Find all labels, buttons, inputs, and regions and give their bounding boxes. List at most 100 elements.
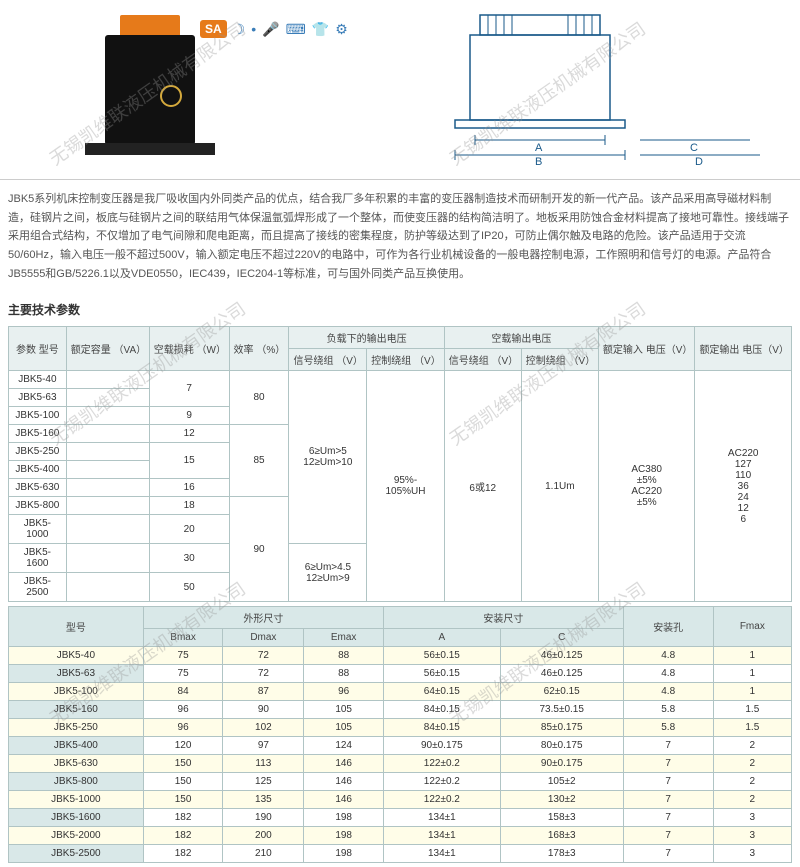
t2-cell: JBK5-1600 [9, 809, 144, 827]
photo-base [85, 143, 215, 155]
t1-model: JBK5-800 [9, 497, 67, 515]
t1-model: JBK5-160 [9, 425, 67, 443]
t2-cell: 7 [623, 845, 713, 863]
th-ctrl-wind-2: 控制绕组 （V） [521, 349, 598, 371]
th-signal-wind-1: 信号绕组 （V） [289, 349, 367, 371]
t2-cell: 146 [304, 773, 384, 791]
th2-install: 安装尺寸 [383, 607, 623, 629]
t1-loss: 50 [149, 573, 229, 602]
t1-loss: 12 [149, 425, 229, 443]
th-ctrl-wind-1: 控制绕组 （V） [367, 349, 444, 371]
t2-cell: 135 [223, 791, 304, 809]
t2-cell: 210 [223, 845, 304, 863]
th-rated-cap: 额定容量 （VA） [66, 327, 149, 371]
t2-cell: 72 [223, 647, 304, 665]
t1-loss: 30 [149, 544, 229, 573]
diagram-label-a: A [535, 142, 543, 154]
sa-badge: SA [200, 20, 227, 38]
t2-cell: 7 [623, 809, 713, 827]
t2-cell: 84±0.15 [383, 701, 500, 719]
section-title: 主要技术参数 [0, 293, 800, 322]
th-output-v: 额定输出 电压（V） [695, 327, 792, 371]
t2-cell: 134±1 [383, 809, 500, 827]
moon-icon[interactable]: ☽ [233, 21, 246, 38]
t1-model: JBK5-400 [9, 461, 67, 479]
t1-model: JBK5-1000 [9, 515, 67, 544]
t2-cell: 182 [143, 809, 223, 827]
t2-cell: 64±0.15 [383, 683, 500, 701]
th2-fmax: Fmax [713, 607, 791, 647]
t2-cell: 2 [713, 737, 791, 755]
t1-loss: 9 [149, 407, 229, 425]
t2-cell: 1.5 [713, 719, 791, 737]
t1-cap [66, 443, 149, 461]
t2-cell: 1 [713, 683, 791, 701]
t2-cell: 84±0.15 [383, 719, 500, 737]
diagram-label-d: D [695, 156, 703, 165]
t2-cell: JBK5-800 [9, 773, 144, 791]
t2-cell: 168±3 [500, 827, 623, 845]
t2-cell: 62±0.15 [500, 683, 623, 701]
t2-cell: JBK5-1000 [9, 791, 144, 809]
t2-cell: JBK5-630 [9, 755, 144, 773]
t2-cell: JBK5-100 [9, 683, 144, 701]
th2-c: C [500, 629, 623, 647]
mic-icon[interactable]: 🎤 [262, 21, 279, 38]
t1-output: AC220 127 110 36 24 12 6 [695, 371, 792, 602]
t2-cell: 90±0.175 [500, 755, 623, 773]
t2-cell: 4.8 [623, 665, 713, 683]
th2-emax: Emax [304, 629, 384, 647]
t1-loss: 15 [149, 443, 229, 479]
t1-cap [66, 461, 149, 479]
dot-icon[interactable]: • [251, 21, 256, 37]
t2-cell: 46±0.125 [500, 665, 623, 683]
t2-cell: 190 [223, 809, 304, 827]
t2-cell: 2 [713, 791, 791, 809]
t2-cell: 102 [223, 719, 304, 737]
t2-cell: 146 [304, 791, 384, 809]
t2-cell: 3 [713, 827, 791, 845]
t2-cell: 182 [143, 827, 223, 845]
t2-cell: JBK5-2500 [9, 845, 144, 863]
t2-cell: 122±0.2 [383, 755, 500, 773]
t2-cell: 4.8 [623, 683, 713, 701]
t1-eff: 90 [229, 497, 289, 602]
t2-cell: 5.8 [623, 719, 713, 737]
diagram-label-c: C [690, 142, 698, 154]
t1-sig-load2: 6≥Um>4.5 12≥Um>9 [289, 544, 367, 602]
t2-cell: 7 [623, 737, 713, 755]
t2-cell: JBK5-250 [9, 719, 144, 737]
th-efficiency: 效率 （%） [229, 327, 289, 371]
t2-cell: 7 [623, 755, 713, 773]
t2-cell: 1 [713, 665, 791, 683]
t2-cell: 84 [143, 683, 223, 701]
t2-cell: 105 [304, 701, 384, 719]
t2-cell: 7 [623, 773, 713, 791]
t2-cell: 105 [304, 719, 384, 737]
t2-cell: 75 [143, 665, 223, 683]
t2-cell: 3 [713, 845, 791, 863]
t1-cap [66, 407, 149, 425]
t2-cell: 134±1 [383, 827, 500, 845]
t2-cell: 122±0.2 [383, 791, 500, 809]
t2-cell: 158±3 [500, 809, 623, 827]
t2-cell: 178±3 [500, 845, 623, 863]
t2-cell: 85±0.175 [500, 719, 623, 737]
t2-cell: 90 [223, 701, 304, 719]
t1-model: JBK5-100 [9, 407, 67, 425]
t2-cell: JBK5-40 [9, 647, 144, 665]
t2-cell: 88 [304, 647, 384, 665]
t2-cell: 2 [713, 755, 791, 773]
t1-model: JBK5-630 [9, 479, 67, 497]
t2-cell: 90±0.175 [383, 737, 500, 755]
t2-cell: 7 [623, 791, 713, 809]
th-input-v: 额定输入 电压（V） [598, 327, 695, 371]
t2-cell: 124 [304, 737, 384, 755]
th2-a: A [383, 629, 500, 647]
th-noload-voltage: 空载输出电压 [444, 327, 598, 349]
t2-cell: 134±1 [383, 845, 500, 863]
t1-cap [66, 389, 149, 407]
t2-cell: 46±0.125 [500, 647, 623, 665]
t2-cell: 198 [304, 809, 384, 827]
keyboard-icon[interactable]: ⌨ [286, 21, 306, 38]
